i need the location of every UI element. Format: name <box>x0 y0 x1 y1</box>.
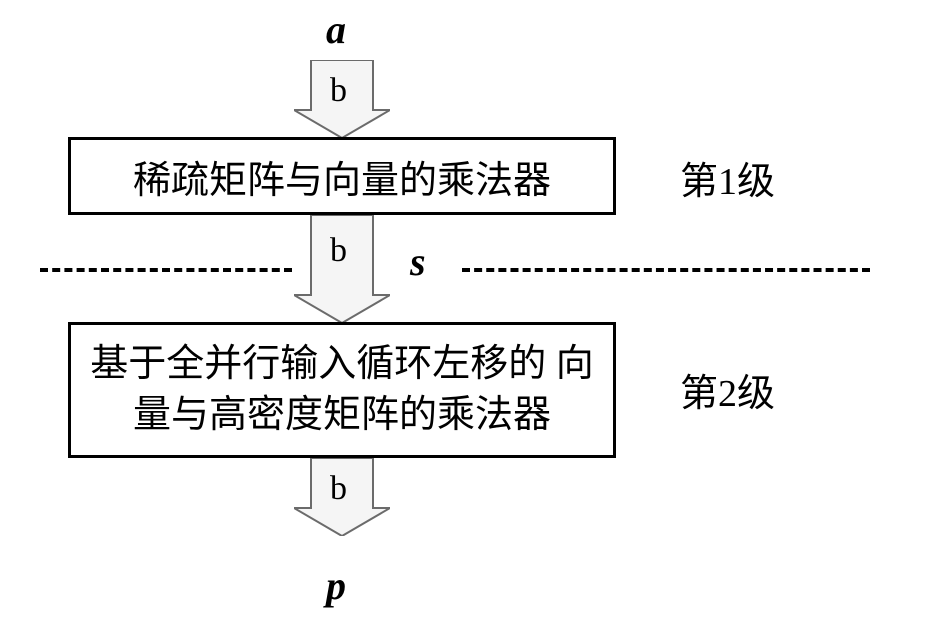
arrow-width-label: b <box>330 72 347 110</box>
stage2-box: 基于全并行输入循环左移的 向量与高密度矩阵的乘法器 <box>68 322 616 458</box>
stage2-text: 基于全并行输入循环左移的 向量与高密度矩阵的乘法器 <box>85 339 599 442</box>
output-label: p <box>326 562 346 609</box>
stage1-text: 稀疏矩阵与向量的乘法器 <box>133 149 551 204</box>
stage1-box: 稀疏矩阵与向量的乘法器 <box>68 137 616 215</box>
stage-divider <box>462 268 870 272</box>
input-label: a <box>326 6 346 53</box>
arrow-width-label: b <box>330 232 347 270</box>
stage-divider <box>40 268 292 272</box>
stage1-side-label: 第1级 <box>680 150 775 205</box>
stage2-side-label: 第2级 <box>680 362 775 417</box>
arrow-width-label: b <box>330 470 347 508</box>
mid-label: s <box>410 238 426 285</box>
